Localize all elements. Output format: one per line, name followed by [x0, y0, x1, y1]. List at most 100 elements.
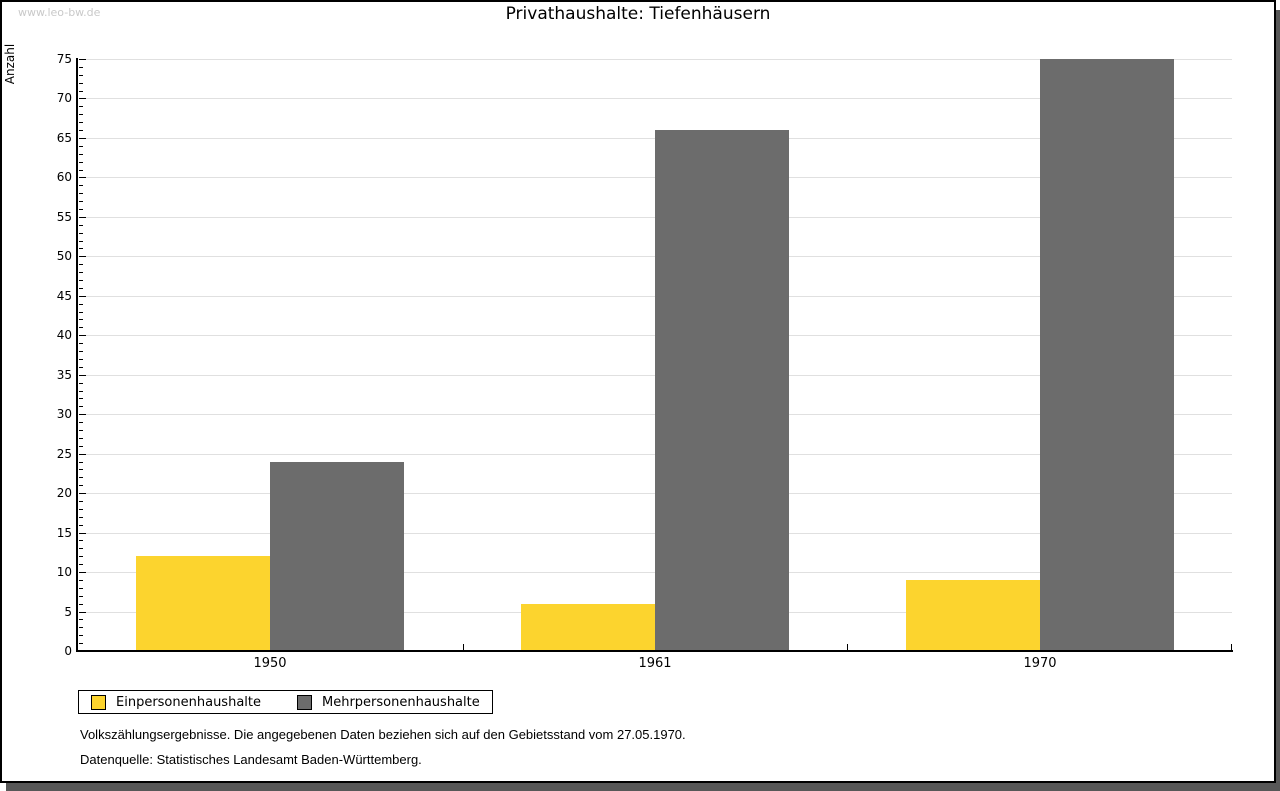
x-axis-line	[76, 650, 1233, 652]
y-axis-minor-tick	[79, 162, 83, 163]
legend-entry-mehrpersonenhaushalte: Mehrpersonenhaushalte	[297, 694, 480, 710]
y-axis-minor-tick	[79, 67, 83, 68]
y-axis-tick	[79, 98, 86, 99]
y-axis-minor-tick	[79, 391, 83, 392]
y-axis-minor-tick	[79, 209, 83, 210]
y-axis-label: 50	[56, 249, 72, 263]
y-axis-label: 20	[56, 486, 72, 500]
y-axis-label: 70	[56, 91, 72, 105]
y-axis-tick	[79, 572, 86, 573]
y-axis-minor-tick	[79, 430, 83, 431]
y-axis-label: 65	[56, 131, 72, 145]
gridline	[79, 59, 1232, 60]
y-axis-tick	[79, 335, 86, 336]
y-axis-minor-tick	[79, 588, 83, 589]
card-shadow-bottom	[6, 783, 1280, 791]
gridline	[79, 98, 1232, 99]
chart-title: Privathaushalte: Tiefenhäusern	[505, 4, 771, 24]
y-axis-minor-tick	[79, 501, 83, 502]
y-axis-minor-tick	[79, 509, 83, 510]
y-axis-minor-tick	[79, 241, 83, 242]
y-axis-tick	[79, 296, 86, 297]
y-axis-minor-tick	[79, 264, 83, 265]
y-axis-minor-tick	[79, 170, 83, 171]
y-axis-minor-tick	[79, 406, 83, 407]
y-axis-minor-tick	[79, 422, 83, 423]
y-axis-label: 0	[64, 644, 72, 658]
y-axis-label: 15	[56, 526, 72, 540]
y-axis-minor-tick	[79, 327, 83, 328]
y-axis-minor-tick	[79, 580, 83, 581]
y-axis-tick	[79, 256, 86, 257]
y-axis-minor-tick	[79, 288, 83, 289]
y-axis-minor-tick	[79, 367, 83, 368]
y-axis-minor-tick	[79, 540, 83, 541]
y-axis-minor-tick	[79, 438, 83, 439]
legend-label-einpersonenhaushalte: Einpersonenhaushalte	[116, 694, 261, 710]
y-axis-label: 40	[56, 328, 72, 342]
y-axis-minor-tick	[79, 564, 83, 565]
y-axis-tick	[79, 454, 86, 455]
y-axis-tick	[79, 138, 86, 139]
y-axis-label: 35	[56, 368, 72, 382]
y-axis-minor-tick	[79, 122, 83, 123]
y-axis-minor-tick	[79, 272, 83, 273]
y-axis-label: 10	[56, 565, 72, 579]
y-axis-minor-tick	[79, 154, 83, 155]
y-axis-minor-tick	[79, 319, 83, 320]
y-axis-minor-tick	[79, 556, 83, 557]
legend-swatch-mehrpersonenhaushalte	[297, 694, 312, 710]
y-axis-label: 30	[56, 407, 72, 421]
bar-1970-einpersonen	[906, 580, 1040, 651]
legend-label-mehrpersonenhaushalte: Mehrpersonenhaushalte	[322, 694, 480, 710]
y-axis-label: 75	[56, 52, 72, 66]
y-axis-minor-tick	[79, 635, 83, 636]
y-axis-minor-tick	[79, 517, 83, 518]
y-axis-minor-tick	[79, 312, 83, 313]
y-axis-minor-tick	[79, 193, 83, 194]
footnote-data-source: Datenquelle: Statistisches Landesamt Bad…	[80, 752, 422, 767]
y-axis-label: 25	[56, 447, 72, 461]
y-axis-minor-tick	[79, 469, 83, 470]
y-axis-label: 60	[56, 170, 72, 184]
y-axis-minor-tick	[79, 225, 83, 226]
y-axis-tick	[79, 533, 86, 534]
card-shadow-right	[1276, 10, 1280, 791]
y-axis-minor-tick	[79, 398, 83, 399]
y-axis-minor-tick	[79, 83, 83, 84]
y-axis-minor-tick	[79, 462, 83, 463]
y-axis-line	[76, 58, 78, 652]
y-axis-tick	[79, 59, 86, 60]
y-axis-minor-tick	[79, 201, 83, 202]
y-axis-minor-tick	[79, 75, 83, 76]
y-axis-tick	[79, 375, 86, 376]
y-axis-minor-tick	[79, 351, 83, 352]
footnote-source-note: Volkszählungsergebnisse. Die angegebenen…	[80, 727, 686, 742]
y-axis-minor-tick	[79, 604, 83, 605]
bar-1961-einpersonen	[521, 604, 655, 651]
y-axis-tick	[79, 493, 86, 494]
y-axis-minor-tick	[79, 233, 83, 234]
y-axis-minor-tick	[79, 525, 83, 526]
bar-1950-einpersonen	[136, 556, 270, 651]
y-axis-tick	[79, 414, 86, 415]
y-axis-title: Anzahl	[3, 43, 17, 85]
bar-1950-mehrpersonen	[270, 462, 404, 651]
watermark: www.leo-bw.de	[18, 6, 101, 19]
y-axis-tick	[79, 217, 86, 218]
y-axis-minor-tick	[79, 627, 83, 628]
y-axis-minor-tick	[79, 485, 83, 486]
x-axis-label: 1961	[638, 656, 672, 671]
y-axis-minor-tick	[79, 343, 83, 344]
bar-1961-mehrpersonen	[655, 130, 789, 651]
legend-swatch-einpersonenhaushalte	[91, 694, 106, 710]
x-axis-tick	[847, 644, 848, 651]
y-axis-minor-tick	[79, 106, 83, 107]
y-axis-minor-tick	[79, 477, 83, 478]
y-axis-minor-tick	[79, 359, 83, 360]
y-axis-minor-tick	[79, 146, 83, 147]
y-axis-minor-tick	[79, 446, 83, 447]
y-axis-minor-tick	[79, 185, 83, 186]
y-axis-minor-tick	[79, 304, 83, 305]
legend-entry-einpersonenhaushalte: Einpersonenhaushalte	[91, 694, 261, 710]
